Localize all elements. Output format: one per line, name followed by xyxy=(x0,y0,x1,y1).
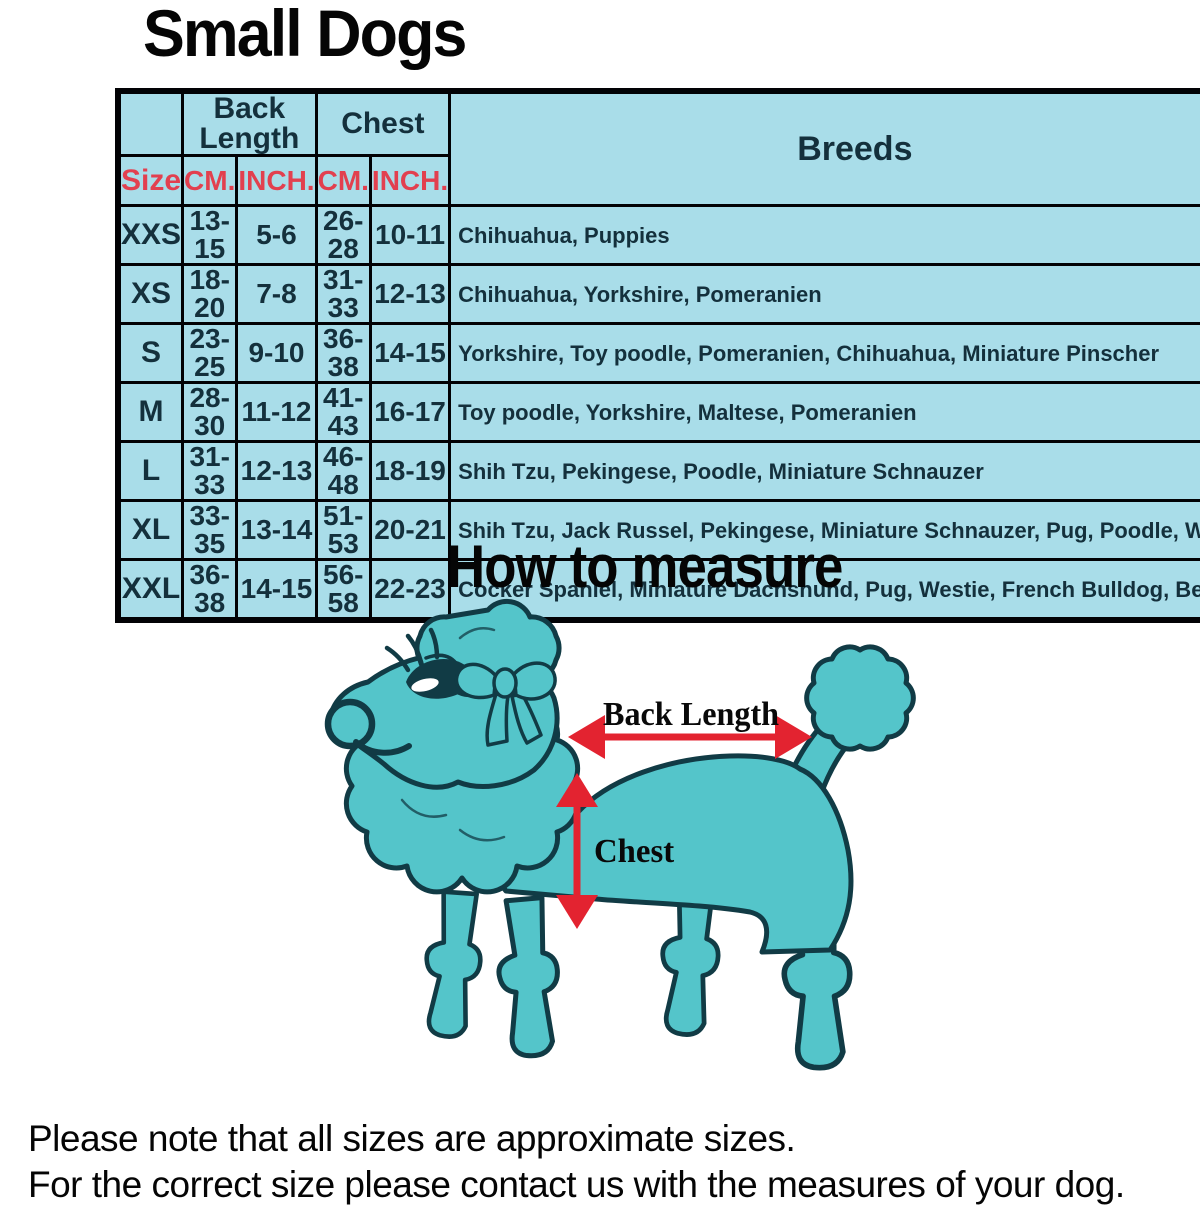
measure-section-title: How to measure xyxy=(447,533,843,600)
back-inch-cell: 13-14 xyxy=(235,499,318,561)
size-cell: XS xyxy=(116,263,185,325)
back-length-arrow-label: Back Length xyxy=(603,696,780,734)
footer-note-line1: Please note that all sizes are approxima… xyxy=(28,1118,796,1160)
size-cell: L xyxy=(116,440,185,502)
corner-empty-cell xyxy=(116,89,185,157)
chest-header: Chest xyxy=(314,89,452,157)
poodle-eye-glint xyxy=(411,678,439,692)
table-row: L 31-33 12-13 46-48 18-19 Shih Tzu, Pekingese… xyxy=(116,440,1200,502)
size-header: Size xyxy=(116,154,185,207)
breeds-header: Breeds xyxy=(448,89,1200,207)
size-cell: S xyxy=(116,322,185,384)
back-inch-cell: 9-10 xyxy=(235,322,318,384)
page-title: Small Dogs xyxy=(143,0,467,70)
breeds-cell: Chihuahua, Yorkshire, Pomeranien xyxy=(448,263,1200,325)
chest-arrow-label: Chest xyxy=(594,833,675,871)
back-cm-cell: 36-38 xyxy=(181,558,239,622)
chest-inch-cell: 20-21 xyxy=(368,499,452,561)
back-cm-cell: 13-15 xyxy=(181,204,239,266)
back-cm-cell: 23-25 xyxy=(181,322,239,384)
chest-inch-cell: 10-11 xyxy=(368,204,452,266)
chest-cm-cell: 56-58 xyxy=(314,558,372,622)
table-row: XS 18-20 7-8 31-33 12-13 Chihuahua, Yorkshire… xyxy=(116,263,1200,325)
breeds-cell: Toy poodle, Yorkshire, Maltese, Pomerani… xyxy=(448,381,1200,443)
chest-inch-cell: 22-23 xyxy=(368,558,452,622)
chest-cm-cell: 31-33 xyxy=(314,263,372,325)
chest-cm-cell: 26-28 xyxy=(314,204,372,266)
back-cm-cell: 28-30 xyxy=(181,381,239,443)
size-chart-table: Back Length Chest Breeds Size CM. INCH. … xyxy=(115,88,1200,623)
chest-cm-cell: 36-38 xyxy=(314,322,372,384)
chest-inch-cell: 16-17 xyxy=(368,381,452,443)
breeds-cell: Shih Tzu, Jack Russel, Pekingese, Miniat… xyxy=(448,499,1200,561)
breeds-cell: Chihuahua, Puppies xyxy=(448,204,1200,266)
chest-cm-cell: 46-48 xyxy=(314,440,372,502)
table-row: S 23-25 9-10 36-38 14-15 Yorkshire, Toy poodl… xyxy=(116,322,1200,384)
poodle-bow xyxy=(454,661,557,747)
back-cm-header: CM. xyxy=(181,154,239,207)
size-cell: XXL xyxy=(116,558,185,622)
size-cell: M xyxy=(116,381,185,443)
dog-measure-diagram: Back Length Chest xyxy=(310,598,950,1103)
chest-arrow xyxy=(556,773,598,929)
breeds-cell: Yorkshire, Toy poodle, Pomeranien, Chihu… xyxy=(448,322,1200,384)
table-row: XL 33-35 13-14 51-53 20-21 Shih Tzu, Jack Rus… xyxy=(116,499,1200,561)
poodle-tail-pom xyxy=(804,644,916,752)
table-row: M 28-30 11-12 41-43 16-17 Toy poodle, Yorkshi… xyxy=(116,381,1200,443)
back-cm-cell: 31-33 xyxy=(181,440,239,502)
back-inch-cell: 11-12 xyxy=(235,381,318,443)
back-inch-cell: 5-6 xyxy=(235,204,318,266)
breeds-cell: Shih Tzu, Pekingese, Poodle, Miniature S… xyxy=(448,440,1200,502)
back-cm-cell: 18-20 xyxy=(181,263,239,325)
size-cell: XXS xyxy=(116,204,185,266)
breeds-cell: Cocker Spaniel, Miniature Dachshund, Pug… xyxy=(448,558,1200,622)
poodle-body xyxy=(485,753,854,955)
chest-cm-header: CM. xyxy=(314,154,372,207)
size-cell: XL xyxy=(116,499,185,561)
back-inch-header: INCH. xyxy=(235,154,318,207)
size-rows: XXS 13-15 5-6 26-28 10-11 Chihuahua, Puppies X… xyxy=(116,204,1200,622)
poodle-nose xyxy=(324,698,376,750)
chest-inch-cell: 18-19 xyxy=(368,440,452,502)
chest-inch-cell: 14-15 xyxy=(368,322,452,384)
poodle-mouth xyxy=(353,739,412,756)
back-inch-cell: 12-13 xyxy=(235,440,318,502)
back-length-arrow xyxy=(568,715,812,759)
chest-cm-cell: 41-43 xyxy=(314,381,372,443)
back-inch-cell: 14-15 xyxy=(235,558,318,622)
chest-inch-header: INCH. xyxy=(368,154,452,207)
chest-inch-cell: 12-13 xyxy=(368,263,452,325)
chest-cm-cell: 51-53 xyxy=(314,499,372,561)
back-length-header: Back Length xyxy=(181,89,318,157)
poodle-eyelashes xyxy=(384,645,411,673)
back-cm-cell: 33-35 xyxy=(181,499,239,561)
poodle-illustration xyxy=(324,598,916,1071)
back-inch-cell: 7-8 xyxy=(235,263,318,325)
footer-note-line2: For the correct size please contact us w… xyxy=(28,1164,1125,1206)
table-row: XXL 36-38 14-15 56-58 22-23 Cocker Spaniel, M… xyxy=(116,558,1200,622)
table-row: XXS 13-15 5-6 26-28 10-11 Chihuahua, Puppies xyxy=(116,204,1200,266)
